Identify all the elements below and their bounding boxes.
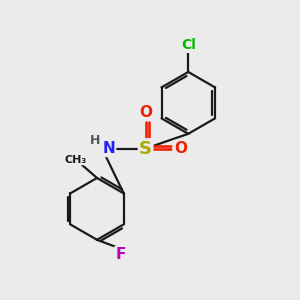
Text: O: O	[174, 141, 187, 156]
Text: S: S	[139, 140, 152, 158]
Text: CH₃: CH₃	[65, 155, 87, 165]
Text: N: N	[102, 141, 115, 156]
Text: O: O	[139, 105, 152, 120]
Text: F: F	[116, 247, 126, 262]
Text: H: H	[90, 134, 101, 147]
Text: Cl: Cl	[181, 38, 196, 52]
